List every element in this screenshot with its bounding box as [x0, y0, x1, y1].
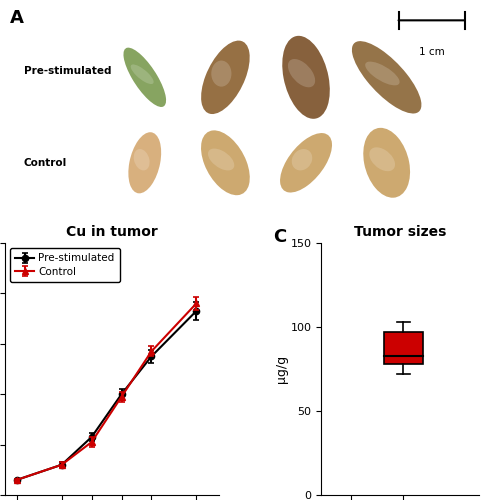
Ellipse shape [131, 64, 153, 84]
Ellipse shape [365, 62, 400, 86]
Ellipse shape [212, 60, 231, 86]
Text: Control: Control [24, 158, 67, 168]
Text: 1 cm: 1 cm [419, 46, 445, 56]
Ellipse shape [123, 48, 166, 107]
Title: Tumor sizes: Tumor sizes [354, 225, 446, 239]
Ellipse shape [134, 149, 150, 171]
Title: Cu in tumor: Cu in tumor [66, 225, 158, 239]
Ellipse shape [201, 130, 250, 195]
Ellipse shape [288, 59, 315, 88]
Ellipse shape [352, 41, 422, 114]
Text: A: A [10, 10, 23, 28]
Legend: Pre-stimulated, Control: Pre-stimulated, Control [10, 248, 120, 282]
Ellipse shape [201, 40, 250, 114]
Ellipse shape [369, 148, 395, 171]
Text: C: C [273, 228, 287, 246]
Ellipse shape [280, 133, 332, 192]
Ellipse shape [363, 128, 410, 198]
Ellipse shape [292, 149, 312, 171]
Ellipse shape [128, 132, 161, 194]
Text: Pre-stimulated: Pre-stimulated [24, 66, 111, 76]
Y-axis label: μg/g: μg/g [274, 355, 287, 383]
Ellipse shape [282, 36, 330, 119]
Ellipse shape [208, 148, 234, 171]
FancyBboxPatch shape [384, 332, 423, 364]
